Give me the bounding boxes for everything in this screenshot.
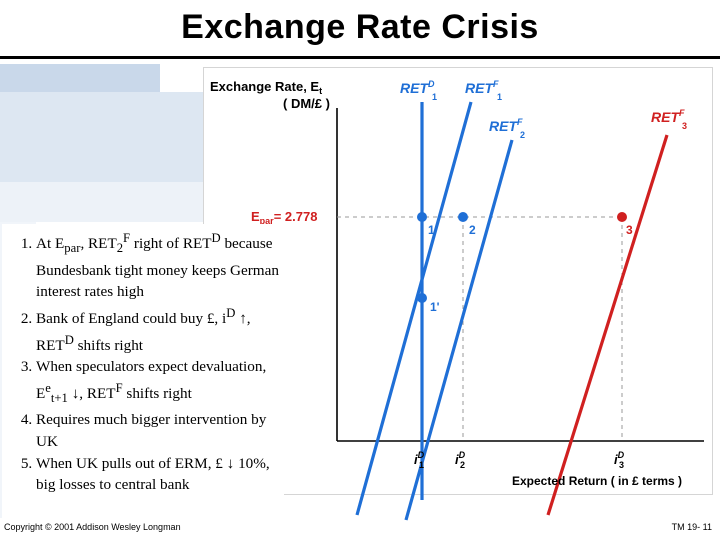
- notes-list: At Epar, RET2F right of RETD because Bun…: [2, 224, 284, 496]
- slide-title: Exchange Rate Crisis: [181, 8, 539, 46]
- decor-band: [0, 64, 160, 92]
- point-1-label: 1: [428, 223, 435, 237]
- point-1-prime: [417, 293, 427, 303]
- ret-d-label-sub: 1: [432, 92, 437, 102]
- ret-f1-label-sub: 1: [497, 92, 502, 102]
- notes-box: At Epar, RET2F right of RETD because Bun…: [2, 224, 284, 518]
- ret-f3-label-sub: 3: [682, 121, 687, 131]
- decor-band: [0, 92, 205, 182]
- y-axis-label: Exchange Rate, Et: [210, 79, 322, 96]
- copyright-text: Copyright © 2001 Addison Wesley Longman: [4, 522, 181, 532]
- figure-frame: [203, 67, 713, 495]
- tick-i2-sub: 2: [460, 460, 465, 470]
- ret-f2-label-sub: 2: [520, 130, 525, 140]
- tick-i1: iD: [414, 450, 425, 467]
- y-axis-unit: ( DM/£ ): [283, 96, 330, 111]
- ret-f1-label: RETF: [465, 79, 499, 96]
- x-axis-label: Expected Return ( in £ terms ): [512, 474, 682, 488]
- tick-i3: iD: [614, 450, 625, 467]
- note-item: When speculators expect devaluation, Eet…: [36, 356, 280, 409]
- ret-f1-curve: [355, 101, 473, 516]
- title-divider: [0, 56, 720, 59]
- ret-f2-curve: [404, 139, 514, 521]
- point-2-label: 2: [469, 223, 476, 237]
- tick-i1-sub: 1: [419, 460, 424, 470]
- tick-i2: iD: [455, 450, 466, 467]
- point-3: [617, 212, 627, 222]
- decor-band: [0, 182, 205, 222]
- ret-f3-curve: [546, 134, 669, 516]
- point-1: [417, 212, 427, 222]
- ret-d-label: RETD: [400, 79, 435, 96]
- ret-f2-label: RETF: [489, 117, 523, 134]
- note-item: At Epar, RET2F right of RETD because Bun…: [36, 228, 280, 303]
- note-item: When UK pulls out of ERM, £ ↓ 10%, big l…: [36, 453, 280, 496]
- point-3-label: 3: [626, 223, 633, 237]
- page-number: TM 19- 11: [671, 522, 712, 532]
- point-2: [458, 212, 468, 222]
- tick-i3-sub: 3: [619, 460, 624, 470]
- note-item: Requires much bigger intervention by UK: [36, 409, 280, 452]
- point-1-prime-label: 1': [430, 300, 440, 314]
- epar-label: Epar= 2.778: [251, 209, 317, 226]
- ret-f3-label: RETF: [651, 108, 685, 125]
- note-item: Bank of England could buy £, iD ↑, RETD …: [36, 303, 280, 356]
